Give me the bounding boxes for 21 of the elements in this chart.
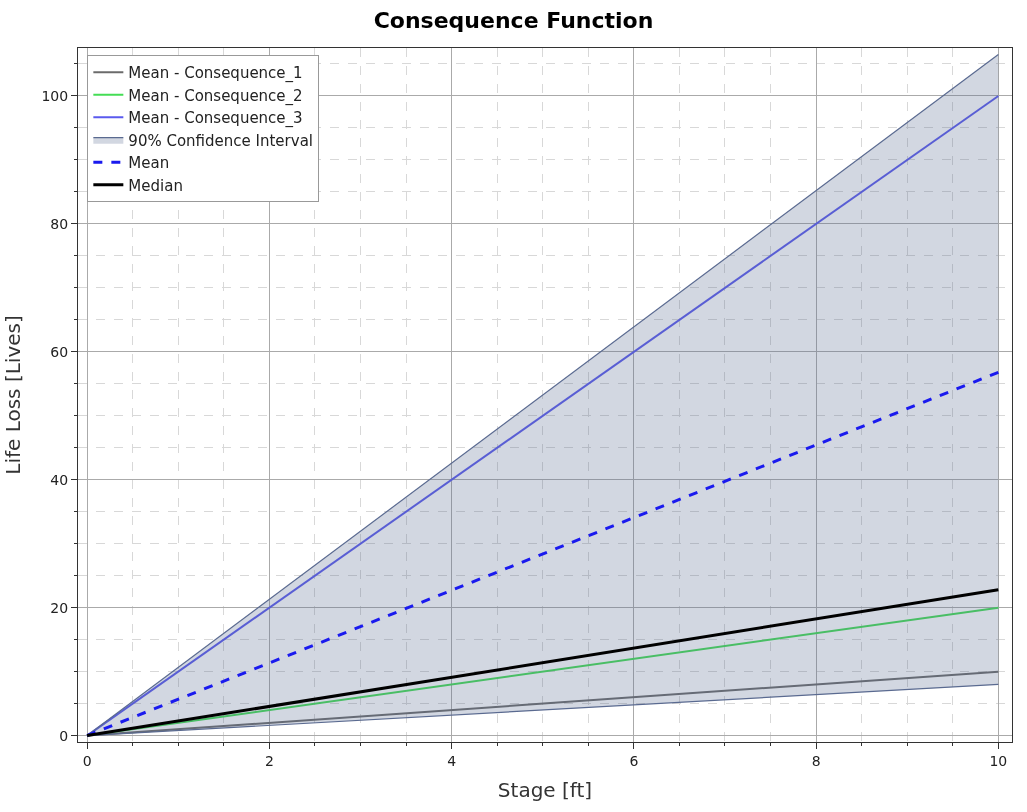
legend-label: Mean - Consequence_1	[128, 64, 303, 84]
y-tick-label: 80	[50, 215, 69, 232]
x-tick-label: 6	[629, 752, 639, 769]
x-tick-label: 2	[264, 752, 274, 769]
legend-label: Mean	[128, 154, 170, 173]
y-tick-label: 20	[50, 599, 69, 616]
x-tick-label: 8	[811, 752, 821, 769]
y-tick-label: 100	[41, 87, 69, 104]
y-tick-label: 0	[59, 727, 69, 744]
legend-label: Mean - Consequence_2	[128, 86, 303, 106]
legend-label: 90% Confidence Interval	[128, 131, 314, 150]
x-tick-label: 10	[989, 752, 1008, 769]
y-tick-label: 40	[50, 471, 69, 488]
y-tick-label: 60	[50, 343, 69, 360]
chart-title: Consequence Function	[373, 7, 654, 33]
legend-label: Median	[128, 176, 183, 195]
x-axis-title: Stage [ft]	[497, 778, 593, 803]
x-tick-label: 0	[82, 752, 92, 769]
y-axis-title: Life Loss [Lives]	[0, 315, 25, 475]
x-tick-label: 4	[447, 752, 457, 769]
legend-label: Mean - Consequence_3	[128, 109, 303, 129]
